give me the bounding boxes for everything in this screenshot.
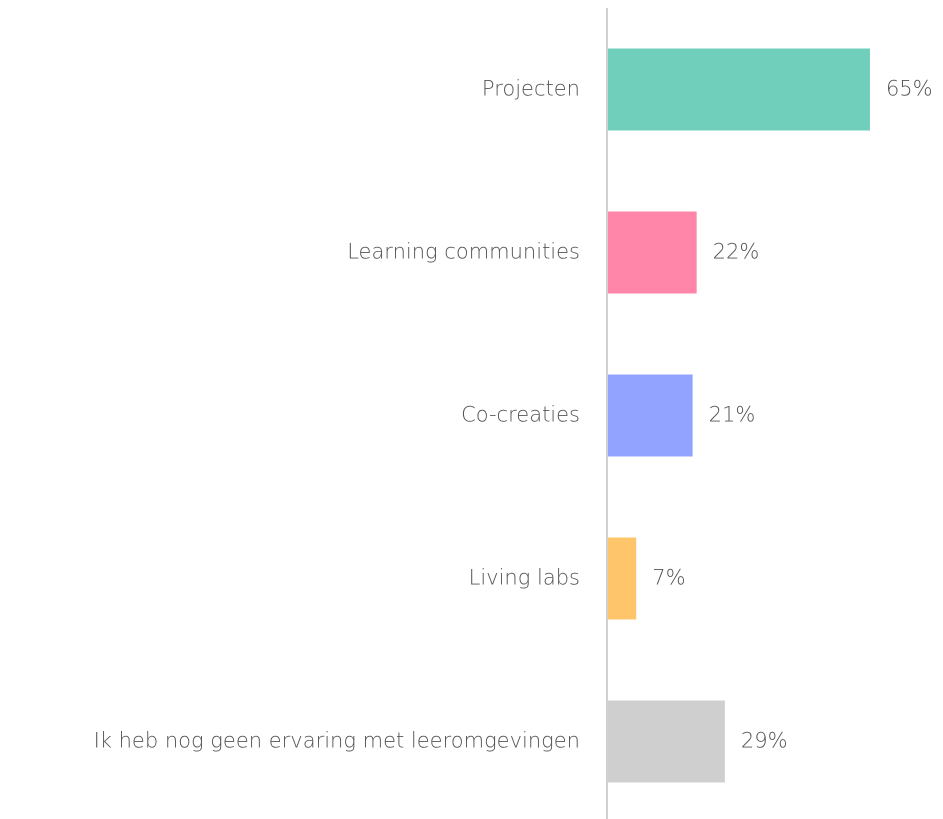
- category-label: Living labs: [469, 566, 580, 590]
- bar: [608, 48, 870, 131]
- category-label: Learning communities: [347, 240, 580, 264]
- value-label: 29%: [741, 729, 788, 753]
- value-label: 21%: [709, 403, 756, 427]
- bar: [608, 700, 725, 783]
- bar: [608, 374, 693, 457]
- value-label: 7%: [652, 566, 685, 590]
- bar: [608, 537, 637, 620]
- value-label: 65%: [886, 77, 933, 101]
- category-label: Projecten: [482, 77, 580, 101]
- value-label: 22%: [713, 240, 760, 264]
- category-label: Ik heb nog geen ervaring met leeromgevin…: [94, 729, 580, 753]
- bar: [608, 211, 697, 294]
- category-label: Co-creaties: [461, 403, 580, 427]
